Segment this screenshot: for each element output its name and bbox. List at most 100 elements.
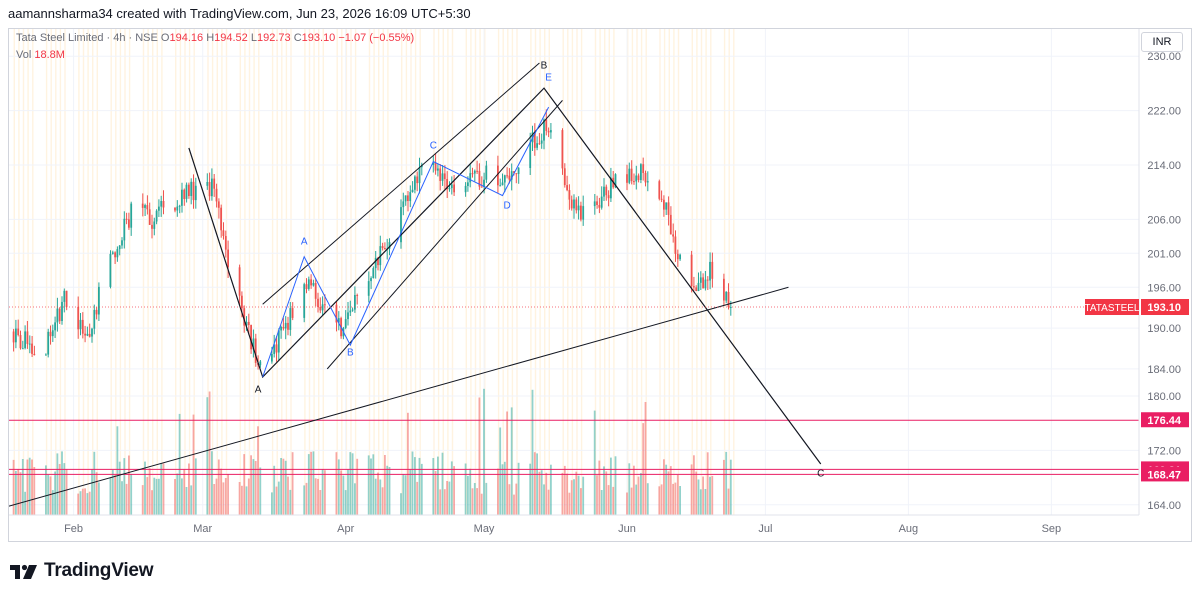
candle xyxy=(704,271,707,291)
volume-bar xyxy=(217,459,220,515)
volume-bar xyxy=(162,463,165,515)
tradingview-brand: TradingView xyxy=(44,560,154,581)
candle xyxy=(372,266,375,279)
session-band xyxy=(659,29,661,515)
volume-value: 18.8M xyxy=(34,49,65,61)
volume-bar xyxy=(213,484,216,515)
volume-bar xyxy=(125,483,128,515)
session-band xyxy=(604,29,606,515)
volume-bar xyxy=(443,489,446,515)
currency-button[interactable]: INR xyxy=(1141,32,1183,52)
candle-body xyxy=(356,295,359,296)
volume-bar xyxy=(351,453,354,515)
volume-bar xyxy=(547,489,550,515)
volume-bar xyxy=(575,471,578,515)
candle-body xyxy=(222,230,225,236)
candle-body xyxy=(141,203,144,208)
candle xyxy=(77,296,80,339)
volume-bar xyxy=(674,482,677,515)
candle-body xyxy=(194,185,197,201)
volume-bar xyxy=(697,479,700,515)
candle-body xyxy=(215,188,218,202)
candle xyxy=(407,191,409,212)
volume-bar xyxy=(501,464,504,515)
candle xyxy=(314,278,317,307)
candle-body xyxy=(529,142,532,168)
volume-series xyxy=(12,388,732,515)
volume-bar xyxy=(702,476,704,515)
candle xyxy=(411,181,414,193)
candle-body xyxy=(12,331,15,343)
volume-bar xyxy=(310,451,312,515)
volume-bar xyxy=(192,414,195,515)
session-band xyxy=(405,29,408,515)
session-band xyxy=(733,29,735,515)
candle-body xyxy=(370,278,372,282)
volume-bar xyxy=(550,464,552,515)
candle xyxy=(312,279,315,287)
volume-bar xyxy=(506,411,508,515)
candle-body xyxy=(28,343,31,345)
volume-bar xyxy=(441,452,444,515)
candle xyxy=(538,133,541,145)
candle-body xyxy=(91,328,93,337)
volume-bar xyxy=(568,492,571,515)
volume-bar xyxy=(220,468,222,515)
volume-bar xyxy=(476,488,478,515)
candle-body xyxy=(658,181,661,199)
candle xyxy=(354,286,356,313)
candle-body xyxy=(206,182,209,186)
session-band xyxy=(474,29,477,515)
candle xyxy=(660,190,663,203)
level-tag-label: 176.44 xyxy=(1147,415,1182,427)
volume-bar xyxy=(660,484,663,515)
candle-body xyxy=(443,173,446,180)
candle-body xyxy=(480,186,483,188)
volume-bar xyxy=(709,476,711,515)
price-chart[interactable]: A B C A B C D E 230.00 222.00 214.00 206.00 201.00 19… xyxy=(9,29,1191,541)
volume-bar xyxy=(508,484,511,515)
chart-panel[interactable]: A B C A B C D E 230.00 222.00 214.00 206.00 201.00 19… xyxy=(8,28,1192,542)
candle xyxy=(702,273,704,289)
volume-bar xyxy=(160,463,163,515)
candle xyxy=(603,178,605,201)
candle xyxy=(706,276,709,290)
price-tick-label: 201.00 xyxy=(1147,248,1181,260)
price-tick-label: 214.00 xyxy=(1147,160,1181,172)
candle-body xyxy=(238,267,241,296)
session-band xyxy=(92,29,94,515)
volume-bar xyxy=(63,463,66,515)
session-band xyxy=(723,29,726,515)
candle-body xyxy=(63,290,66,302)
candle-body xyxy=(121,240,123,246)
high-value: 194.52 xyxy=(214,32,248,44)
volume-bar xyxy=(605,471,608,515)
candle-body xyxy=(21,348,24,350)
volume-bar xyxy=(275,486,278,515)
candle xyxy=(637,173,640,183)
volume-bar xyxy=(633,465,635,515)
main-wave-path xyxy=(188,87,822,465)
session-band xyxy=(119,29,122,515)
volume-bar xyxy=(665,464,668,515)
wave-label-e: E xyxy=(545,73,552,84)
candle-body xyxy=(277,330,280,353)
wave-label-a: A xyxy=(301,236,308,247)
candle xyxy=(158,199,160,217)
volume-bar xyxy=(497,468,499,515)
price-axis: 230.00 222.00 214.00 206.00 201.00 196.00 190.… xyxy=(1084,29,1191,541)
volume-bar xyxy=(116,426,119,515)
session-band xyxy=(313,29,315,515)
volume-bar xyxy=(206,397,209,515)
volume-bar xyxy=(86,493,89,515)
candle xyxy=(439,164,442,191)
candle xyxy=(252,329,255,358)
candle xyxy=(727,283,730,310)
volume-bar xyxy=(374,478,377,515)
candle-body xyxy=(162,201,165,208)
volume-bar xyxy=(690,464,693,515)
candle-body xyxy=(31,343,33,354)
volume-bar xyxy=(672,483,674,515)
candle-body xyxy=(503,175,506,183)
session-band xyxy=(336,29,338,515)
